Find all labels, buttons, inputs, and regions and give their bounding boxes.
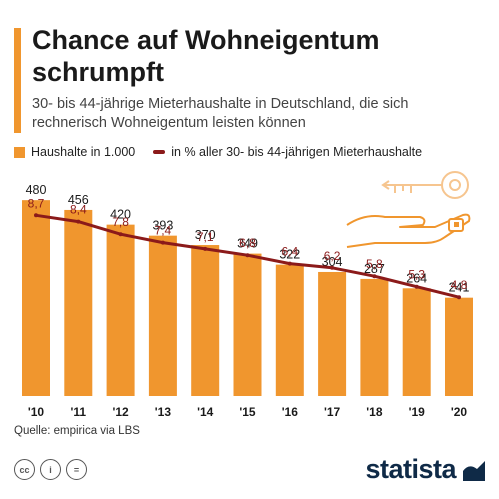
legend-label-bars: Haushalte in 1.000: [31, 145, 136, 159]
line-value-label-3: 7,4: [155, 224, 172, 238]
bar-7: [318, 271, 347, 396]
line-point-3: [160, 240, 165, 245]
line-point-2: [118, 232, 123, 237]
line-point-8: [372, 274, 377, 279]
bar-value-label-5: 349: [237, 237, 258, 251]
line-value-label-10: 4,8: [451, 278, 468, 292]
bar-line-chart: 480 '10 456 '11 420 '12 393 '13 370 '14 349 '15 322 '…: [22, 183, 473, 419]
legend-label-line: in % aller 30- bis 44-jährigen Mieterhau…: [171, 145, 423, 159]
hand-icon: [346, 213, 471, 248]
legend-swatch-bars: [14, 146, 25, 158]
bar-value-label-2: 420: [110, 208, 131, 222]
line-point-9: [414, 284, 419, 289]
line-value-label-9: 5,3: [408, 268, 425, 282]
x-tick-label-8: '18: [366, 405, 383, 419]
bar-9: [402, 288, 431, 396]
x-tick-label-7: '17: [324, 405, 341, 419]
x-tick-label-2: '12: [112, 405, 129, 419]
line-value-label-0: 8,7: [28, 196, 45, 210]
bar-8: [360, 278, 389, 396]
bar-value-label-10: 241: [449, 281, 470, 295]
attribution-icon[interactable]: i: [40, 459, 61, 480]
creative-commons-icon[interactable]: cc: [14, 459, 35, 480]
key-icon: [381, 171, 469, 199]
title-accent-bar: [14, 28, 21, 133]
x-tick-label-5: '15: [239, 405, 256, 419]
x-tick-label-3: '13: [155, 405, 172, 419]
bar-5: [233, 253, 262, 396]
statista-logo-icon: [463, 460, 485, 481]
bar-value-label-0: 480: [26, 183, 47, 197]
brand-wordmark: statista: [365, 454, 456, 484]
x-tick-label-6: '16: [282, 405, 299, 419]
chart-subtitle: 30- bis 44-jährige Mieterhaushalte in De…: [32, 96, 409, 131]
legend-item-line: in % aller 30- bis 44-jährigen Mieterhau…: [153, 145, 422, 159]
line-value-label-7: 6,2: [324, 249, 341, 263]
bar-value-label-8: 287: [364, 262, 385, 276]
bar-3: [148, 235, 177, 396]
bar-2: [106, 224, 135, 396]
x-tick-label-9: '19: [409, 405, 426, 419]
bar-6: [275, 264, 304, 396]
line-point-7: [330, 265, 335, 270]
chart-title: Chance auf Wohneigentum schrumpft: [32, 25, 380, 87]
line-point-6: [287, 261, 292, 266]
license-icons: cc i =: [14, 459, 87, 480]
legend-item-bars: Haushalte in 1.000: [14, 145, 135, 159]
line-point-0: [34, 213, 38, 218]
line-point-1: [76, 219, 81, 224]
bar-0: [22, 200, 50, 396]
bar-10: [445, 297, 473, 396]
legend: Haushalte in 1.000 in % aller 30- bis 44…: [14, 145, 440, 159]
bar-value-label-6: 322: [279, 248, 300, 262]
line-value-label-6: 6,4: [281, 245, 298, 259]
x-tick-label-1: '11: [71, 405, 87, 419]
no-derivatives-icon[interactable]: =: [66, 459, 87, 480]
line-value-label-5: 6,8: [239, 236, 256, 250]
bar-value-label-4: 370: [195, 228, 216, 242]
x-tick-label-0: '10: [28, 405, 45, 419]
bar-value-label-3: 393: [152, 219, 173, 233]
legend-swatch-line: [153, 150, 166, 154]
line-value-label-2: 7,8: [112, 215, 129, 229]
bar-value-label-7: 304: [322, 255, 343, 269]
source-note: Quelle: empirica via LBS: [14, 425, 140, 437]
line-value-label-1: 8,4: [70, 203, 87, 217]
bar-1: [64, 209, 93, 396]
line-value-label-4: 7,1: [197, 230, 214, 244]
line-point-4: [203, 246, 208, 251]
bar-value-label-9: 264: [406, 271, 427, 285]
x-tick-label-4: '14: [197, 405, 214, 419]
x-tick-label-10: '20: [451, 405, 468, 419]
line-point-10: [457, 295, 461, 300]
line-value-label-8: 5,8: [366, 257, 383, 271]
line-point-5: [245, 253, 250, 258]
brand-logo[interactable]: statista: [365, 454, 485, 485]
key-in-hand-icon: [346, 171, 471, 248]
bar-4: [191, 245, 220, 396]
bar-value-label-1: 456: [68, 193, 89, 207]
